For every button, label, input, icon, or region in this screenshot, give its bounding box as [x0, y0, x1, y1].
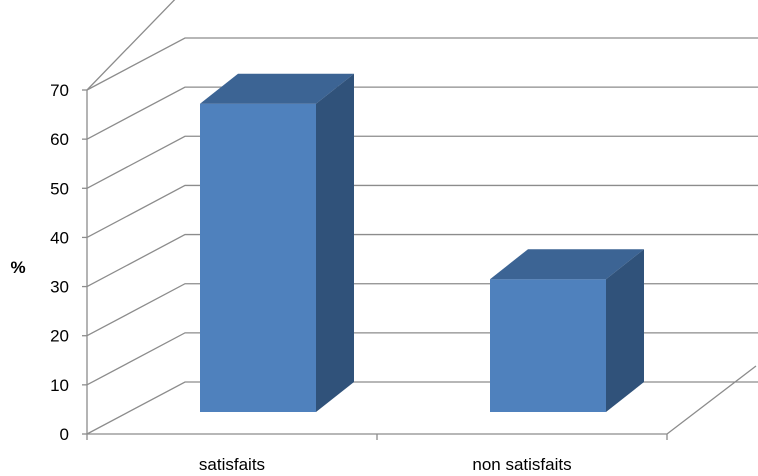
y-axis-label: % — [10, 258, 25, 277]
y-tick-label: 70 — [50, 81, 69, 100]
category-labels: satisfaits non satisfaits — [199, 455, 572, 474]
y-tick-label: 0 — [60, 425, 69, 444]
y-tick-label: 20 — [50, 327, 69, 346]
y-tick-label: 30 — [50, 278, 69, 297]
gridline — [86, 184, 758, 239]
bar — [200, 73, 354, 412]
y-tick-label: 40 — [50, 228, 69, 247]
gridlines — [86, 0, 758, 386]
bar-top-face — [200, 73, 354, 104]
gridline — [86, 283, 758, 337]
x-category-label: non satisfaits — [472, 455, 571, 474]
x-axis-line — [87, 365, 757, 435]
x-category-label: satisfaits — [199, 455, 265, 474]
bar-top-face — [490, 249, 644, 280]
bar-side-face — [316, 73, 354, 412]
bar-side-face — [606, 249, 644, 412]
gridline — [86, 86, 758, 140]
bar-front-face — [490, 279, 606, 412]
y-tick-label: 10 — [50, 376, 69, 395]
bar — [490, 249, 644, 412]
floor-back-edge — [86, 381, 758, 435]
bars — [200, 73, 644, 412]
gridline — [86, 332, 758, 386]
y-tick-labels: 0 10 20 30 40 50 60 70 — [50, 81, 69, 444]
axes — [82, 89, 758, 440]
y-tick-label: 50 — [50, 179, 69, 198]
gridline — [86, 37, 758, 91]
bar-front-face — [200, 103, 316, 412]
gridline — [86, 0, 176, 91]
gridline — [86, 233, 758, 288]
gridline — [86, 135, 758, 189]
y-tick-label: 60 — [50, 130, 69, 149]
